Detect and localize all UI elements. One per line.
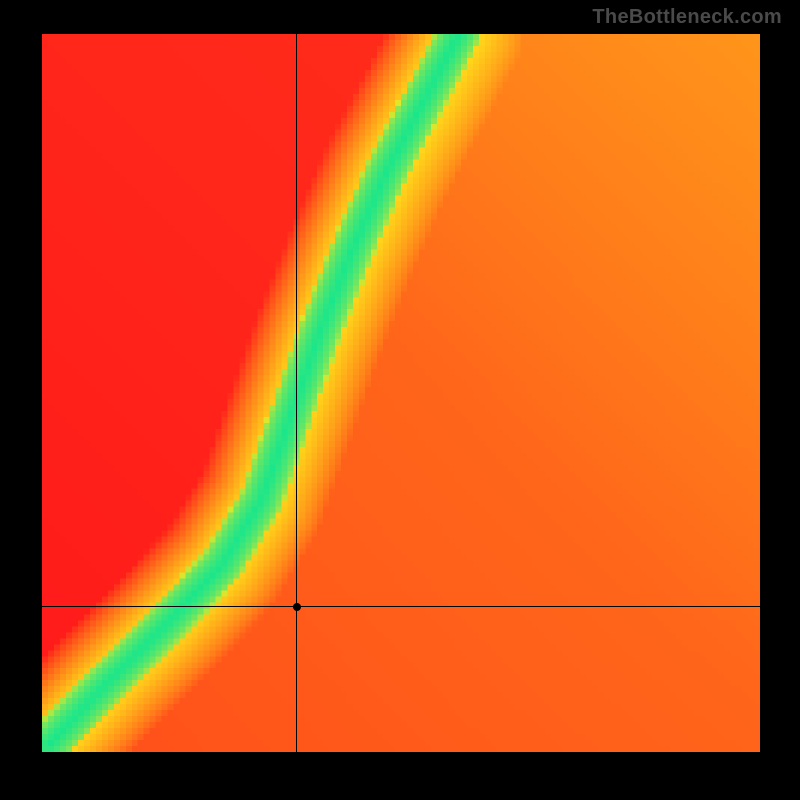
heatmap-canvas (42, 34, 760, 752)
watermark-label: TheBottleneck.com (592, 6, 782, 29)
crosshair-horizontal (42, 606, 760, 607)
crosshair-vertical (296, 34, 297, 752)
crosshair-dot (293, 603, 301, 611)
figure-container: TheBottleneck.com (0, 0, 800, 800)
heatmap-plot (42, 34, 760, 752)
